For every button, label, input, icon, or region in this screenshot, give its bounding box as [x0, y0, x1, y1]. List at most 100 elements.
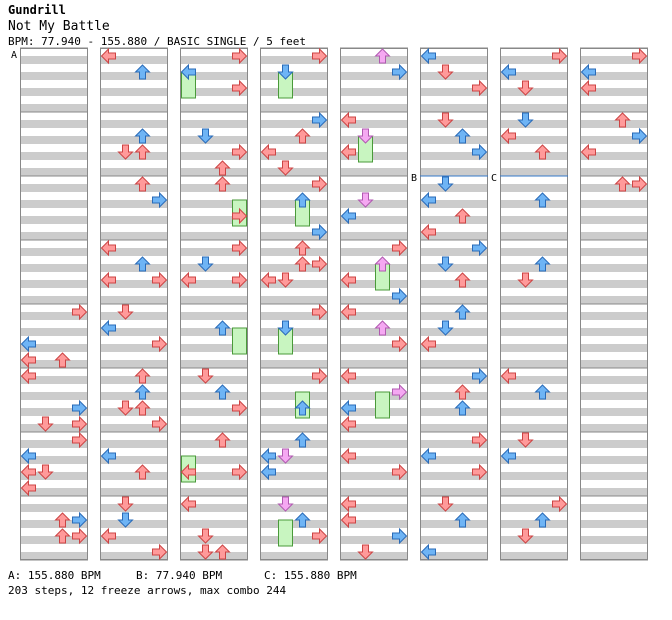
- left-arrow-icon: [340, 303, 356, 321]
- bpm-b-label: B: 77.940 BPM: [136, 569, 223, 582]
- stripe-band: [420, 472, 488, 480]
- left-arrow-icon: [260, 143, 276, 161]
- stripe-band: [100, 472, 168, 480]
- chart-summary: 203 steps, 12 freeze arrows, max combo 2…: [8, 584, 287, 597]
- stripe-band: [340, 296, 408, 304]
- stripe-band: [420, 344, 488, 352]
- stripe-band: [20, 184, 88, 192]
- stripe-band: [20, 488, 88, 496]
- right-arrow-icon: [472, 239, 488, 257]
- right-arrow-icon: [472, 79, 488, 97]
- right-arrow-icon: [392, 335, 408, 353]
- stripe-band: [580, 104, 648, 112]
- up-arrow-icon: [294, 256, 311, 272]
- stripe-band: [420, 136, 488, 144]
- right-arrow-icon: [232, 79, 248, 97]
- down-arrow-icon: [437, 256, 454, 272]
- stripe-band: [100, 440, 168, 448]
- stripe-band: [420, 232, 488, 240]
- stripe-band: [100, 424, 168, 432]
- right-arrow-icon: [72, 415, 88, 433]
- stripe-band: [340, 456, 408, 464]
- up-arrow-icon: [454, 128, 471, 144]
- up-arrow-icon: [454, 512, 471, 528]
- stripe-band: [260, 104, 328, 112]
- step-chart: A B C: [11, 47, 648, 561]
- stripe-band: [500, 232, 568, 240]
- stripe-band: [500, 504, 568, 512]
- column-border: [340, 48, 408, 560]
- stripe-band: [580, 344, 648, 352]
- stripe-band: [260, 264, 328, 272]
- down-arrow-icon: [117, 496, 134, 512]
- left-arrow-icon: [340, 495, 356, 513]
- stripe-band: [260, 344, 328, 352]
- stripe-band: [100, 376, 168, 384]
- right-arrow-icon: [152, 543, 168, 561]
- stripe-band: [100, 248, 168, 256]
- stripe-band: [340, 520, 408, 528]
- stripe-band: [580, 376, 648, 384]
- down-arrow-icon: [117, 304, 134, 320]
- stripe-band: [580, 56, 648, 64]
- stripe-band: [260, 280, 328, 288]
- up-arrow-icon: [374, 48, 391, 64]
- stripe-band: [340, 280, 408, 288]
- stripe-band: [420, 328, 488, 336]
- down-arrow-icon: [357, 192, 374, 208]
- up-arrow-icon: [134, 144, 151, 160]
- stripe-band: [180, 280, 248, 288]
- stripe-band: [180, 552, 248, 560]
- down-arrow-icon: [197, 256, 214, 272]
- stripe-band: [340, 360, 408, 368]
- stripe-band: [500, 360, 568, 368]
- stripe-band: [100, 168, 168, 176]
- up-arrow-icon: [54, 512, 71, 528]
- up-arrow-icon: [134, 128, 151, 144]
- up-arrow-icon: [374, 256, 391, 272]
- stripe-band: [420, 152, 488, 160]
- stripe-band: [20, 72, 88, 80]
- left-arrow-icon: [20, 447, 36, 465]
- left-arrow-icon: [180, 63, 196, 81]
- stripe-band: [180, 168, 248, 176]
- up-arrow-icon: [454, 384, 471, 400]
- stripe-band: [580, 88, 648, 96]
- stripe-band: [100, 136, 168, 144]
- up-arrow-icon: [454, 208, 471, 224]
- column-border: [20, 48, 88, 560]
- stripe-band: [180, 264, 248, 272]
- stripe-band: [420, 376, 488, 384]
- up-arrow-icon: [294, 512, 311, 528]
- stripe-band: [500, 408, 568, 416]
- stripe-band: [20, 408, 88, 416]
- stripe-band: [260, 56, 328, 64]
- down-arrow-icon: [437, 112, 454, 128]
- stripe-band: [180, 424, 248, 432]
- down-arrow-icon: [277, 320, 294, 336]
- song-title: Not My Battle: [8, 19, 110, 34]
- stripe-band: [500, 184, 568, 192]
- stripe-band: [340, 152, 408, 160]
- stripe-band: [420, 440, 488, 448]
- stripe-band: [420, 264, 488, 272]
- stripe-band: [100, 184, 168, 192]
- stripe-band: [580, 232, 648, 240]
- stripe-band: [580, 280, 648, 288]
- stripe-band: [580, 408, 648, 416]
- down-arrow-icon: [117, 400, 134, 416]
- stripe-band: [340, 440, 408, 448]
- stripe-band: [420, 312, 488, 320]
- stripe-band: [580, 552, 648, 560]
- stripe-band: [500, 344, 568, 352]
- stripe-band: [500, 152, 568, 160]
- left-arrow-icon: [340, 511, 356, 529]
- stripe-band: [420, 488, 488, 496]
- stripe-band: [20, 392, 88, 400]
- stripe-band: [580, 456, 648, 464]
- stripe-band: [580, 472, 648, 480]
- stripe-band: [580, 296, 648, 304]
- stripe-band: [340, 56, 408, 64]
- stripe-band: [340, 216, 408, 224]
- stripe-band: [180, 472, 248, 480]
